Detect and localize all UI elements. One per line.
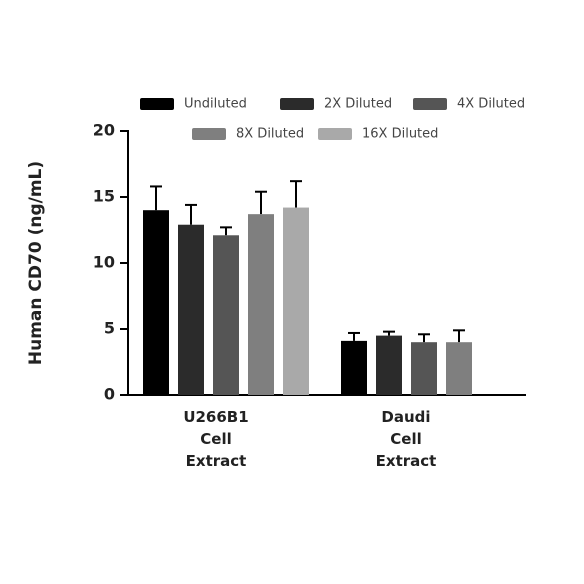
y-tick-label: 20 bbox=[93, 121, 115, 140]
y-tick-label: 10 bbox=[93, 253, 115, 272]
legend-label: 16X Diluted bbox=[362, 127, 438, 142]
legend-swatch bbox=[318, 128, 352, 140]
x-tick-label: Daudi Cell Extract bbox=[376, 408, 437, 470]
x-tick-label: U266B1 Cell Extract bbox=[183, 408, 248, 470]
bar bbox=[248, 214, 274, 395]
legend-label: 8X Diluted bbox=[236, 127, 304, 142]
bar bbox=[213, 235, 239, 395]
bar bbox=[341, 340, 367, 395]
bar bbox=[143, 210, 169, 395]
legend-swatch bbox=[140, 98, 174, 110]
legend-label: 4X Diluted bbox=[457, 97, 525, 112]
legend-label: 2X Diluted bbox=[324, 97, 392, 112]
y-tick-label: 15 bbox=[93, 187, 115, 206]
legend-swatch bbox=[280, 98, 314, 110]
bar bbox=[376, 335, 402, 395]
bar bbox=[178, 224, 204, 395]
legend-swatch bbox=[192, 128, 226, 140]
legend-label: Undiluted bbox=[184, 97, 247, 112]
legend-swatch bbox=[413, 98, 447, 110]
y-axis-label: Human CD70 (ng/mL) bbox=[26, 161, 46, 365]
bar bbox=[283, 207, 309, 395]
bar bbox=[446, 342, 472, 395]
bar bbox=[411, 342, 437, 395]
y-tick-label: 0 bbox=[104, 385, 115, 404]
y-tick-label: 5 bbox=[104, 319, 115, 338]
